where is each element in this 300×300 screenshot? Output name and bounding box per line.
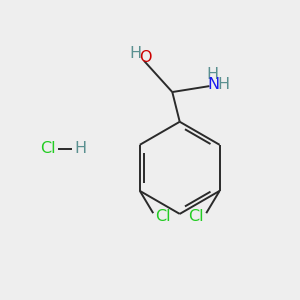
Text: Cl: Cl xyxy=(155,208,171,224)
Text: H: H xyxy=(218,77,230,92)
Text: O: O xyxy=(139,50,152,65)
Text: H: H xyxy=(206,67,218,82)
Text: Cl: Cl xyxy=(40,141,55,156)
Text: H: H xyxy=(74,141,86,156)
Text: N: N xyxy=(207,77,219,92)
Text: H: H xyxy=(130,46,142,61)
Text: Cl: Cl xyxy=(189,208,204,224)
